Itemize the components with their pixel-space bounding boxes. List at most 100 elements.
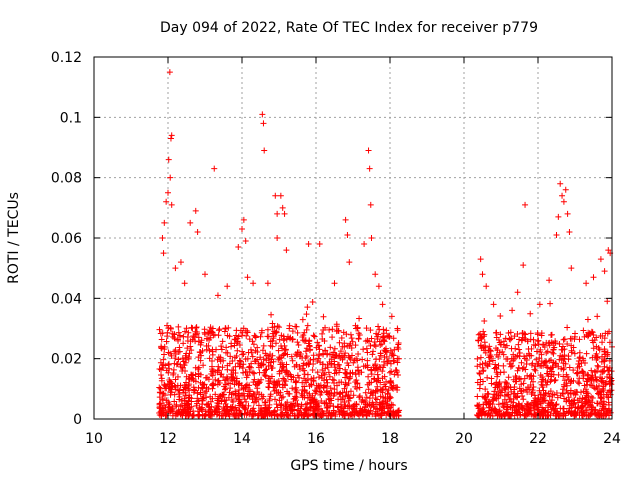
data-point-dense [207,334,214,341]
data-point-dense [594,367,601,374]
data-point-dense [252,381,259,388]
data-point-dense [250,341,257,348]
data-point-dense [326,326,333,333]
data-point-dense [240,390,247,397]
data-point-dense [249,369,256,376]
data-point [361,241,368,248]
data-point [165,189,171,196]
data-point-dense [384,390,391,397]
data-point-dense [158,372,165,379]
data-point-dense [275,356,282,363]
data-point-dense [289,357,296,364]
data-point-dense [158,336,165,343]
data-point-dense [195,366,202,373]
data-point-dense [528,352,535,359]
data-point-dense [372,343,379,350]
data-point [159,235,166,241]
data-point-dense [228,396,235,403]
data-point-dense [559,343,566,350]
x-tick-label: 24 [603,431,621,447]
data-point-dense [280,333,287,340]
data-point-dense [495,362,502,369]
data-point-dense [171,360,178,367]
data-point-dense [304,322,311,329]
data-point-dense [251,370,258,377]
data-point-dense [319,330,326,337]
data-point-dense [218,398,225,405]
data-point-dense [157,403,164,410]
data-point-dense [516,336,523,343]
data-point-dense [282,346,289,353]
x-tick-label: 18 [381,431,399,447]
data-point-dense [308,403,315,410]
data-point-dense [314,410,321,417]
data-point [590,274,597,281]
data-point-dense [598,399,605,406]
data-point-dense [508,335,515,342]
data-point-dense [486,358,493,365]
data-point-dense [168,352,175,359]
data-point-dense [228,340,235,347]
data-point-dense [521,375,528,382]
data-point-dense [322,324,329,331]
data-point-dense [481,317,488,324]
data-point-dense [545,400,552,407]
data-point-dense [477,330,484,337]
data-point-dense [171,335,178,342]
data-point-dense [375,323,382,330]
data-point-dense [191,334,198,341]
data-point-dense [362,408,369,415]
data-point [259,111,266,118]
data-point-dense [326,373,333,380]
data-point-dense [520,396,527,403]
data-point-dense [306,383,313,390]
data-point-dense [374,371,381,378]
data-point-dense [484,390,491,397]
data-point-dense [170,371,177,378]
data-point-dense [484,363,491,370]
data-point-dense [547,364,554,371]
data-point-dense [575,379,582,386]
data-point [379,301,386,308]
data-point-dense [383,378,390,385]
data-point-dense [362,397,369,404]
data-point-dense [538,358,545,365]
data-point-dense [537,391,544,398]
data-point-dense [347,388,354,395]
data-point [605,247,612,254]
data-point-dense [543,381,550,388]
data-point-dense [302,406,309,413]
data-point-dense [574,389,581,396]
data-point-dense [364,357,371,364]
data-point-dense [193,329,200,336]
data-point-dense [299,379,306,386]
data-point-dense [483,393,490,400]
data-point-dense [329,326,336,333]
data-point [214,292,221,299]
data-point-dense [394,344,401,351]
data-point-dense [231,354,238,361]
data-point-dense [476,371,483,378]
data-point-dense [349,338,356,345]
data-point-dense [324,383,331,390]
data-point-dense [557,352,564,359]
data-point-dense [520,387,527,394]
data-point [568,265,575,272]
data-point-dense [283,411,290,418]
data-point-dense [518,337,525,344]
data-point-dense [580,327,587,334]
data-point-dense [384,333,391,340]
data-point-dense [474,355,481,362]
data-point-dense [329,351,336,358]
data-point-dense [185,382,192,389]
data-point-dense [209,325,216,332]
data-point-dense [207,398,214,405]
data-point-dense [548,331,555,338]
data-point-dense [323,376,330,383]
data-point-dense [302,348,309,355]
data-point [172,265,179,272]
data-point-dense [167,379,174,386]
data-point-dense [576,363,583,370]
data-point-dense [209,408,216,415]
data-point-dense [299,316,306,323]
